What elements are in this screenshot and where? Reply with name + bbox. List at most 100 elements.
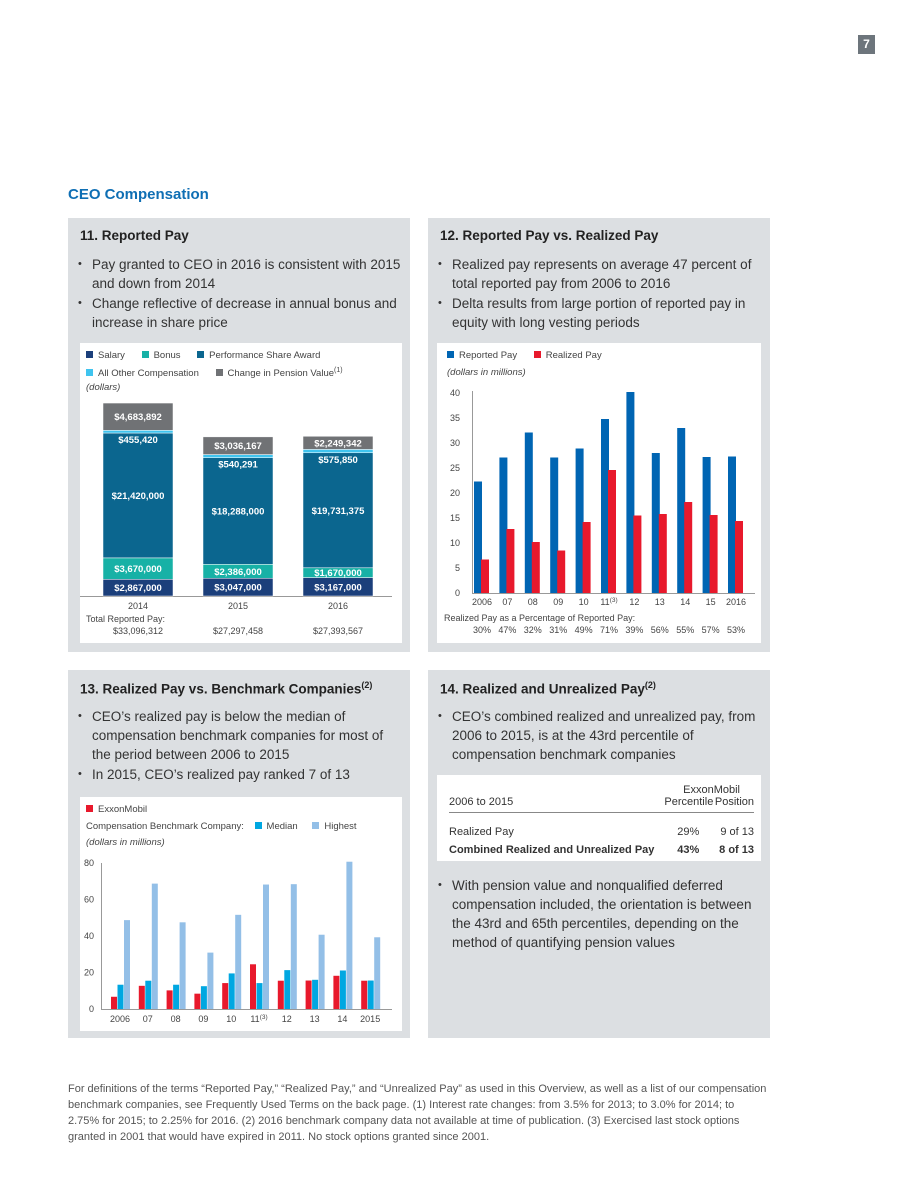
x-tick-label: 2015 — [228, 601, 248, 611]
data-label: $2,386,000 — [214, 567, 262, 578]
x-tick-label: 14 — [680, 597, 690, 607]
bar — [151, 883, 158, 1009]
legend-swatch — [215, 369, 223, 377]
bar — [575, 448, 584, 593]
footnote-ref: (1) — [334, 367, 343, 374]
x-tick-label: 2014 — [128, 601, 148, 611]
bar — [339, 970, 346, 1009]
legend-label: Compensation Benchmark Company: — [86, 821, 244, 832]
x-tick-label: 09 — [553, 597, 563, 607]
x-tick-label: 07 — [502, 597, 512, 607]
table-cell-position: 9 of 13 — [720, 826, 754, 838]
totals-label: Total Reported Pay: — [86, 614, 165, 624]
bar — [179, 922, 186, 1009]
bar-segment — [302, 436, 374, 450]
footnote-ref: (3) — [610, 597, 618, 604]
legend-row: Reported Pay Realized Pay — [447, 350, 602, 361]
total-value: $33,096,312 — [113, 626, 163, 636]
bar — [312, 979, 319, 1009]
bar — [474, 481, 482, 593]
bar — [651, 453, 660, 593]
bar — [263, 884, 269, 1009]
y-tick-label: 80 — [84, 858, 94, 868]
bar — [207, 952, 214, 1009]
legend-row: Salary Bonus Performance Share Award — [86, 350, 320, 361]
percentage-value: 57% — [702, 625, 720, 635]
panel-reported-pay: 11. Reported Pay Pay granted to CEO in 2… — [68, 218, 410, 652]
legend-swatch — [141, 351, 149, 358]
bar — [290, 884, 297, 1009]
table-cell-label: Combined Realized and Unrealized Pay — [449, 844, 655, 856]
bar-chart: 0 20 40 60 80 2006 07 08 09 10 11(3) 12 13 14 2015 — [84, 858, 392, 1024]
percentage-value: 30% — [473, 625, 491, 635]
panel-reported-vs-realized: 12. Reported Pay vs. Realized Pay Realiz… — [428, 218, 770, 652]
bar — [305, 980, 312, 1009]
x-tick-label: 2016 — [726, 597, 746, 607]
panel-heading: 14. Realized and Unrealized Pay — [440, 681, 645, 697]
y-tick-label: 40 — [450, 388, 460, 398]
bar — [524, 432, 533, 593]
bar — [173, 984, 180, 1009]
bar — [684, 502, 693, 593]
legend-label: Salary — [98, 350, 125, 361]
bar-segment — [102, 430, 174, 434]
table-cell-percentile: 29% — [677, 826, 700, 838]
data-label: $3,047,000 — [214, 583, 262, 594]
legend-row: Compensation Benchmark Company: Median H… — [86, 821, 357, 832]
bullet: CEO’s combined realized and unrealized p… — [438, 707, 763, 764]
chart-reported-vs-realized: Reported Pay Realized Pay (dollars in mi… — [437, 343, 761, 643]
data-label: $1,670,000 — [314, 568, 362, 579]
legend-swatch — [86, 351, 93, 358]
percentage-value: 53% — [727, 625, 745, 635]
bar — [200, 986, 207, 1009]
footnote-ref: (3) — [260, 1014, 268, 1021]
bar-segment — [102, 402, 174, 431]
legend-swatch — [312, 822, 320, 829]
table-row: Combined Realized and Unrealized Pay 43%… — [449, 838, 754, 856]
bar-segment — [102, 432, 174, 559]
x-tick-label: 11(3) — [250, 1014, 267, 1024]
bar — [346, 861, 353, 1009]
bar — [601, 419, 609, 593]
legend-label: Performance Share Award — [209, 350, 321, 361]
unit-label: (dollars in millions) — [86, 837, 165, 848]
bar — [374, 937, 381, 1009]
percentage-value: 55% — [676, 625, 694, 635]
percentage-value: 39% — [625, 625, 643, 635]
table-col-header: Percentile — [664, 796, 714, 808]
legend-label: Median — [266, 821, 298, 832]
data-label: $18,288,000 — [212, 507, 265, 518]
y-tick-label: 25 — [450, 463, 460, 473]
x-tick-label: 2016 — [328, 601, 348, 611]
y-tick-label: 20 — [84, 968, 94, 978]
legend-label: Reported Pay — [459, 350, 518, 361]
bar — [557, 550, 566, 593]
table-group-header: ExxonMobil — [683, 784, 740, 796]
y-tick-label: 15 — [450, 513, 460, 523]
bar — [531, 542, 540, 593]
total-value: $27,393,567 — [313, 626, 363, 636]
x-tick-label: 2015 — [360, 1014, 380, 1024]
table-cell-position: 8 of 13 — [719, 844, 754, 856]
y-tick-label: 30 — [450, 438, 460, 448]
bar — [677, 428, 686, 593]
x-tick-label: 08 — [528, 597, 538, 607]
x-tick-label: 08 — [171, 1014, 181, 1024]
percentile-table: ExxonMobil 2006 to 2015 Percentile Posit… — [449, 784, 754, 856]
bar — [145, 980, 152, 1009]
bullet: Change reflective of decrease in annual … — [78, 294, 403, 332]
bullet: With pension value and nonqualified defe… — [438, 876, 763, 952]
data-label: $540,291 — [218, 460, 258, 471]
chart-reported-pay: Salary Bonus Performance Share Award All… — [80, 343, 402, 643]
x-tick-label: 15 — [706, 597, 716, 607]
x-tick-label: 2006 — [472, 597, 492, 607]
bar — [222, 983, 229, 1009]
bar — [256, 983, 263, 1009]
bar — [318, 934, 325, 1009]
data-label: $4,683,892 — [114, 412, 162, 423]
data-label: $19,731,375 — [312, 506, 366, 517]
x-tick-label: 11(3) — [600, 597, 617, 607]
y-tick-label: 10 — [450, 538, 460, 548]
bar — [235, 914, 242, 1009]
bar — [550, 457, 559, 593]
